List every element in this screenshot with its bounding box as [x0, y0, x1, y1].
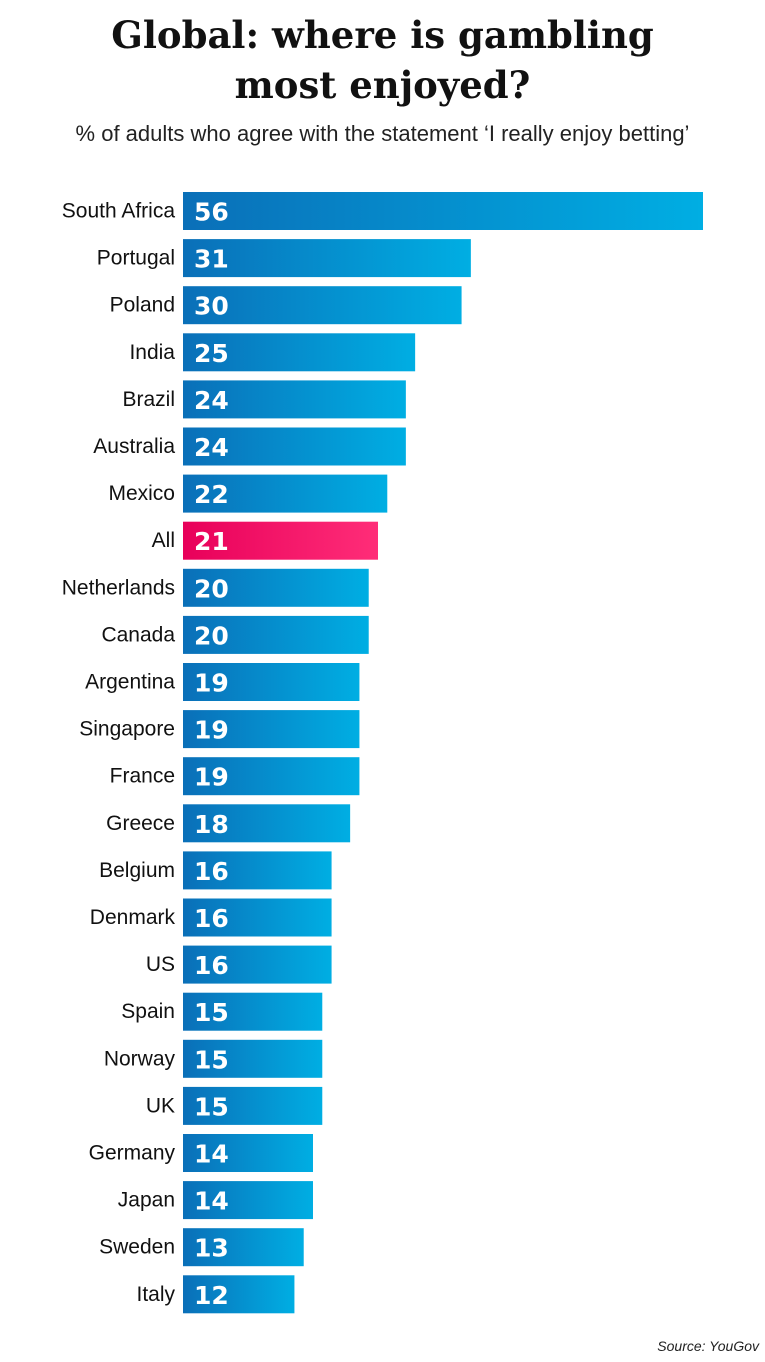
- category-label-mexico: Mexico: [108, 482, 175, 505]
- bar-portugal: [183, 239, 471, 278]
- bar-japan: [183, 1181, 313, 1220]
- value-label-norway: 15: [194, 1045, 229, 1074]
- value-label-uk: 15: [194, 1092, 229, 1121]
- bar-germany: [183, 1134, 313, 1172]
- value-label-us: 16: [194, 951, 229, 980]
- value-label-argentina: 19: [194, 669, 229, 698]
- value-label-singapore: 19: [194, 716, 229, 745]
- category-label-france: France: [110, 765, 175, 788]
- bar-all: [183, 521, 378, 560]
- category-label-australia: Australia: [93, 435, 175, 458]
- category-label-india: India: [129, 341, 175, 364]
- bar-brazil: [183, 380, 406, 419]
- bars-group: South Africa 56 Portugal 31 Poland 30 India 25 B…: [62, 192, 703, 1314]
- bar-argentina: [183, 663, 360, 701]
- value-label-italy: 12: [194, 1281, 229, 1310]
- bar-belgium: [183, 851, 332, 890]
- category-label-italy: Italy: [136, 1283, 175, 1306]
- value-label-india: 25: [194, 339, 229, 368]
- bar-mexico: [183, 474, 388, 513]
- value-label-spain: 15: [194, 998, 229, 1027]
- category-label-germany: Germany: [89, 1142, 176, 1165]
- bar-denmark: [183, 898, 332, 937]
- value-label-germany: 14: [194, 1140, 229, 1169]
- value-label-australia: 24: [194, 433, 229, 462]
- category-label-denmark: Denmark: [90, 906, 176, 929]
- bar-singapore: [183, 710, 360, 749]
- value-label-belgium: 16: [194, 857, 229, 886]
- value-label-sweden: 13: [194, 1234, 229, 1263]
- value-label-brazil: 24: [194, 386, 229, 415]
- value-label-poland: 30: [194, 292, 229, 321]
- category-label-norway: Norway: [104, 1047, 176, 1070]
- category-label-portugal: Portugal: [97, 247, 175, 270]
- value-label-portugal: 31: [194, 245, 229, 274]
- value-label-france: 19: [194, 763, 229, 792]
- chart-title: Global: where is gambling most enjoyed?: [0, 10, 765, 110]
- value-label-netherlands: 20: [194, 574, 229, 603]
- category-label-canada: Canada: [101, 623, 175, 646]
- chart-title-line-1: Global: where is gambling: [111, 13, 654, 57]
- bar-us: [183, 945, 332, 984]
- value-label-mexico: 22: [194, 480, 229, 509]
- category-label-argentina: Argentina: [85, 671, 175, 694]
- value-label-south-africa: 56: [194, 198, 229, 227]
- bar-italy: [183, 1275, 295, 1314]
- value-label-all: 21: [194, 527, 229, 556]
- category-label-singapore: Singapore: [79, 718, 175, 741]
- bar-south-africa: [183, 192, 703, 230]
- chart-title-line-2: most enjoyed?: [234, 63, 531, 107]
- bar-greece: [183, 804, 351, 843]
- source-note: Source: YouGov: [657, 1338, 759, 1354]
- category-label-us: US: [146, 953, 175, 976]
- bar-australia: [183, 427, 406, 466]
- chart-subtitle: % of adults who agree with the statement…: [75, 121, 690, 146]
- value-label-japan: 14: [194, 1187, 229, 1216]
- category-label-netherlands: Netherlands: [62, 576, 175, 599]
- category-label-greece: Greece: [106, 812, 175, 835]
- value-label-denmark: 16: [194, 904, 229, 933]
- bar-spain: [183, 992, 323, 1031]
- bar-netherlands: [183, 568, 369, 607]
- bar-france: [183, 757, 360, 796]
- bar-sweden: [183, 1228, 304, 1267]
- bar-canada: [183, 615, 369, 654]
- category-label-belgium: Belgium: [99, 859, 175, 882]
- category-label-spain: Spain: [121, 1000, 175, 1023]
- category-label-south-africa: South Africa: [62, 200, 176, 223]
- category-label-uk: UK: [146, 1094, 175, 1117]
- category-label-poland: Poland: [110, 294, 175, 317]
- category-label-sweden: Sweden: [99, 1236, 175, 1259]
- category-label-all: All: [152, 529, 175, 552]
- category-label-brazil: Brazil: [122, 388, 175, 411]
- bar-uk: [183, 1086, 323, 1125]
- value-label-canada: 20: [194, 621, 229, 650]
- bar-poland: [183, 286, 462, 325]
- category-label-japan: Japan: [118, 1189, 175, 1212]
- bar-norway: [183, 1039, 323, 1078]
- bar-india: [183, 333, 416, 372]
- value-label-greece: 18: [194, 810, 229, 839]
